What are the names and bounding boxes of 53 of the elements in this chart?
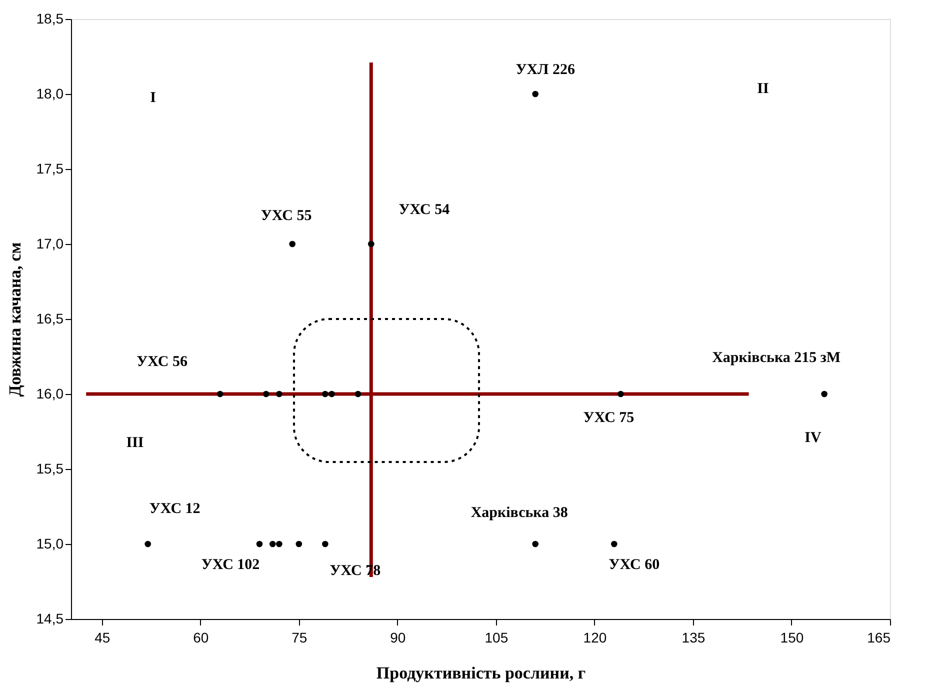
y-tick-label: 16,5	[36, 310, 64, 326]
x-tick-label: 90	[390, 630, 406, 646]
annotation: УХС 54	[398, 202, 450, 218]
annotation: Харківська 215 зМ	[712, 350, 841, 366]
point	[354, 390, 362, 398]
point	[610, 540, 618, 548]
point	[276, 390, 282, 398]
point	[322, 390, 328, 398]
x-tick-label: 75	[292, 630, 308, 646]
x-tick-label: 150	[780, 630, 804, 646]
annotation: I	[150, 90, 156, 106]
annotation: УХС 55	[260, 208, 312, 224]
x-tick-label: 45	[94, 630, 110, 646]
y-axis-title: Довжина качана, см	[5, 242, 24, 397]
x-axis-title: Продуктивність рослини, г	[376, 664, 586, 682]
annotation: УХЛ 226	[516, 62, 576, 78]
y-tick-label: 16,0	[36, 386, 64, 402]
y-tick-label: 14,5	[36, 610, 64, 626]
point	[532, 90, 539, 98]
annotation: УХС 12	[149, 501, 200, 517]
annotation: III	[126, 435, 144, 451]
y-tick-label: 18,0	[36, 86, 64, 102]
x-tick-label: 135	[682, 630, 706, 646]
y-tick-label: 17,5	[36, 160, 64, 176]
y-tick-label: 18,5	[36, 10, 64, 26]
annotation: IV	[804, 430, 822, 446]
annotation: УХС 75	[583, 410, 634, 426]
point	[821, 390, 828, 398]
point	[216, 390, 224, 398]
x-tick-label: 60	[193, 630, 209, 646]
point	[256, 540, 263, 548]
point	[296, 540, 302, 548]
point	[276, 540, 282, 548]
annotation: Харківська 38	[470, 505, 568, 521]
x-tick-label: 120	[583, 630, 607, 646]
point	[532, 540, 539, 548]
point	[262, 390, 270, 398]
point	[328, 390, 335, 398]
annotation: УХС 60	[608, 557, 660, 573]
annotation: УХС 56	[136, 354, 188, 370]
point	[322, 540, 328, 548]
x-tick-label: 105	[484, 630, 508, 646]
point	[269, 540, 276, 548]
y-tick-label: 15,5	[36, 460, 64, 476]
x-tick-label: 165	[867, 630, 891, 646]
y-tick-label: 15,0	[36, 536, 64, 552]
annotation: II	[757, 81, 769, 97]
point	[368, 240, 374, 248]
point	[144, 540, 152, 548]
point	[618, 390, 624, 398]
point	[289, 240, 296, 248]
annotation: УХС 102	[201, 557, 260, 573]
y-tick-label: 17,0	[36, 236, 64, 252]
